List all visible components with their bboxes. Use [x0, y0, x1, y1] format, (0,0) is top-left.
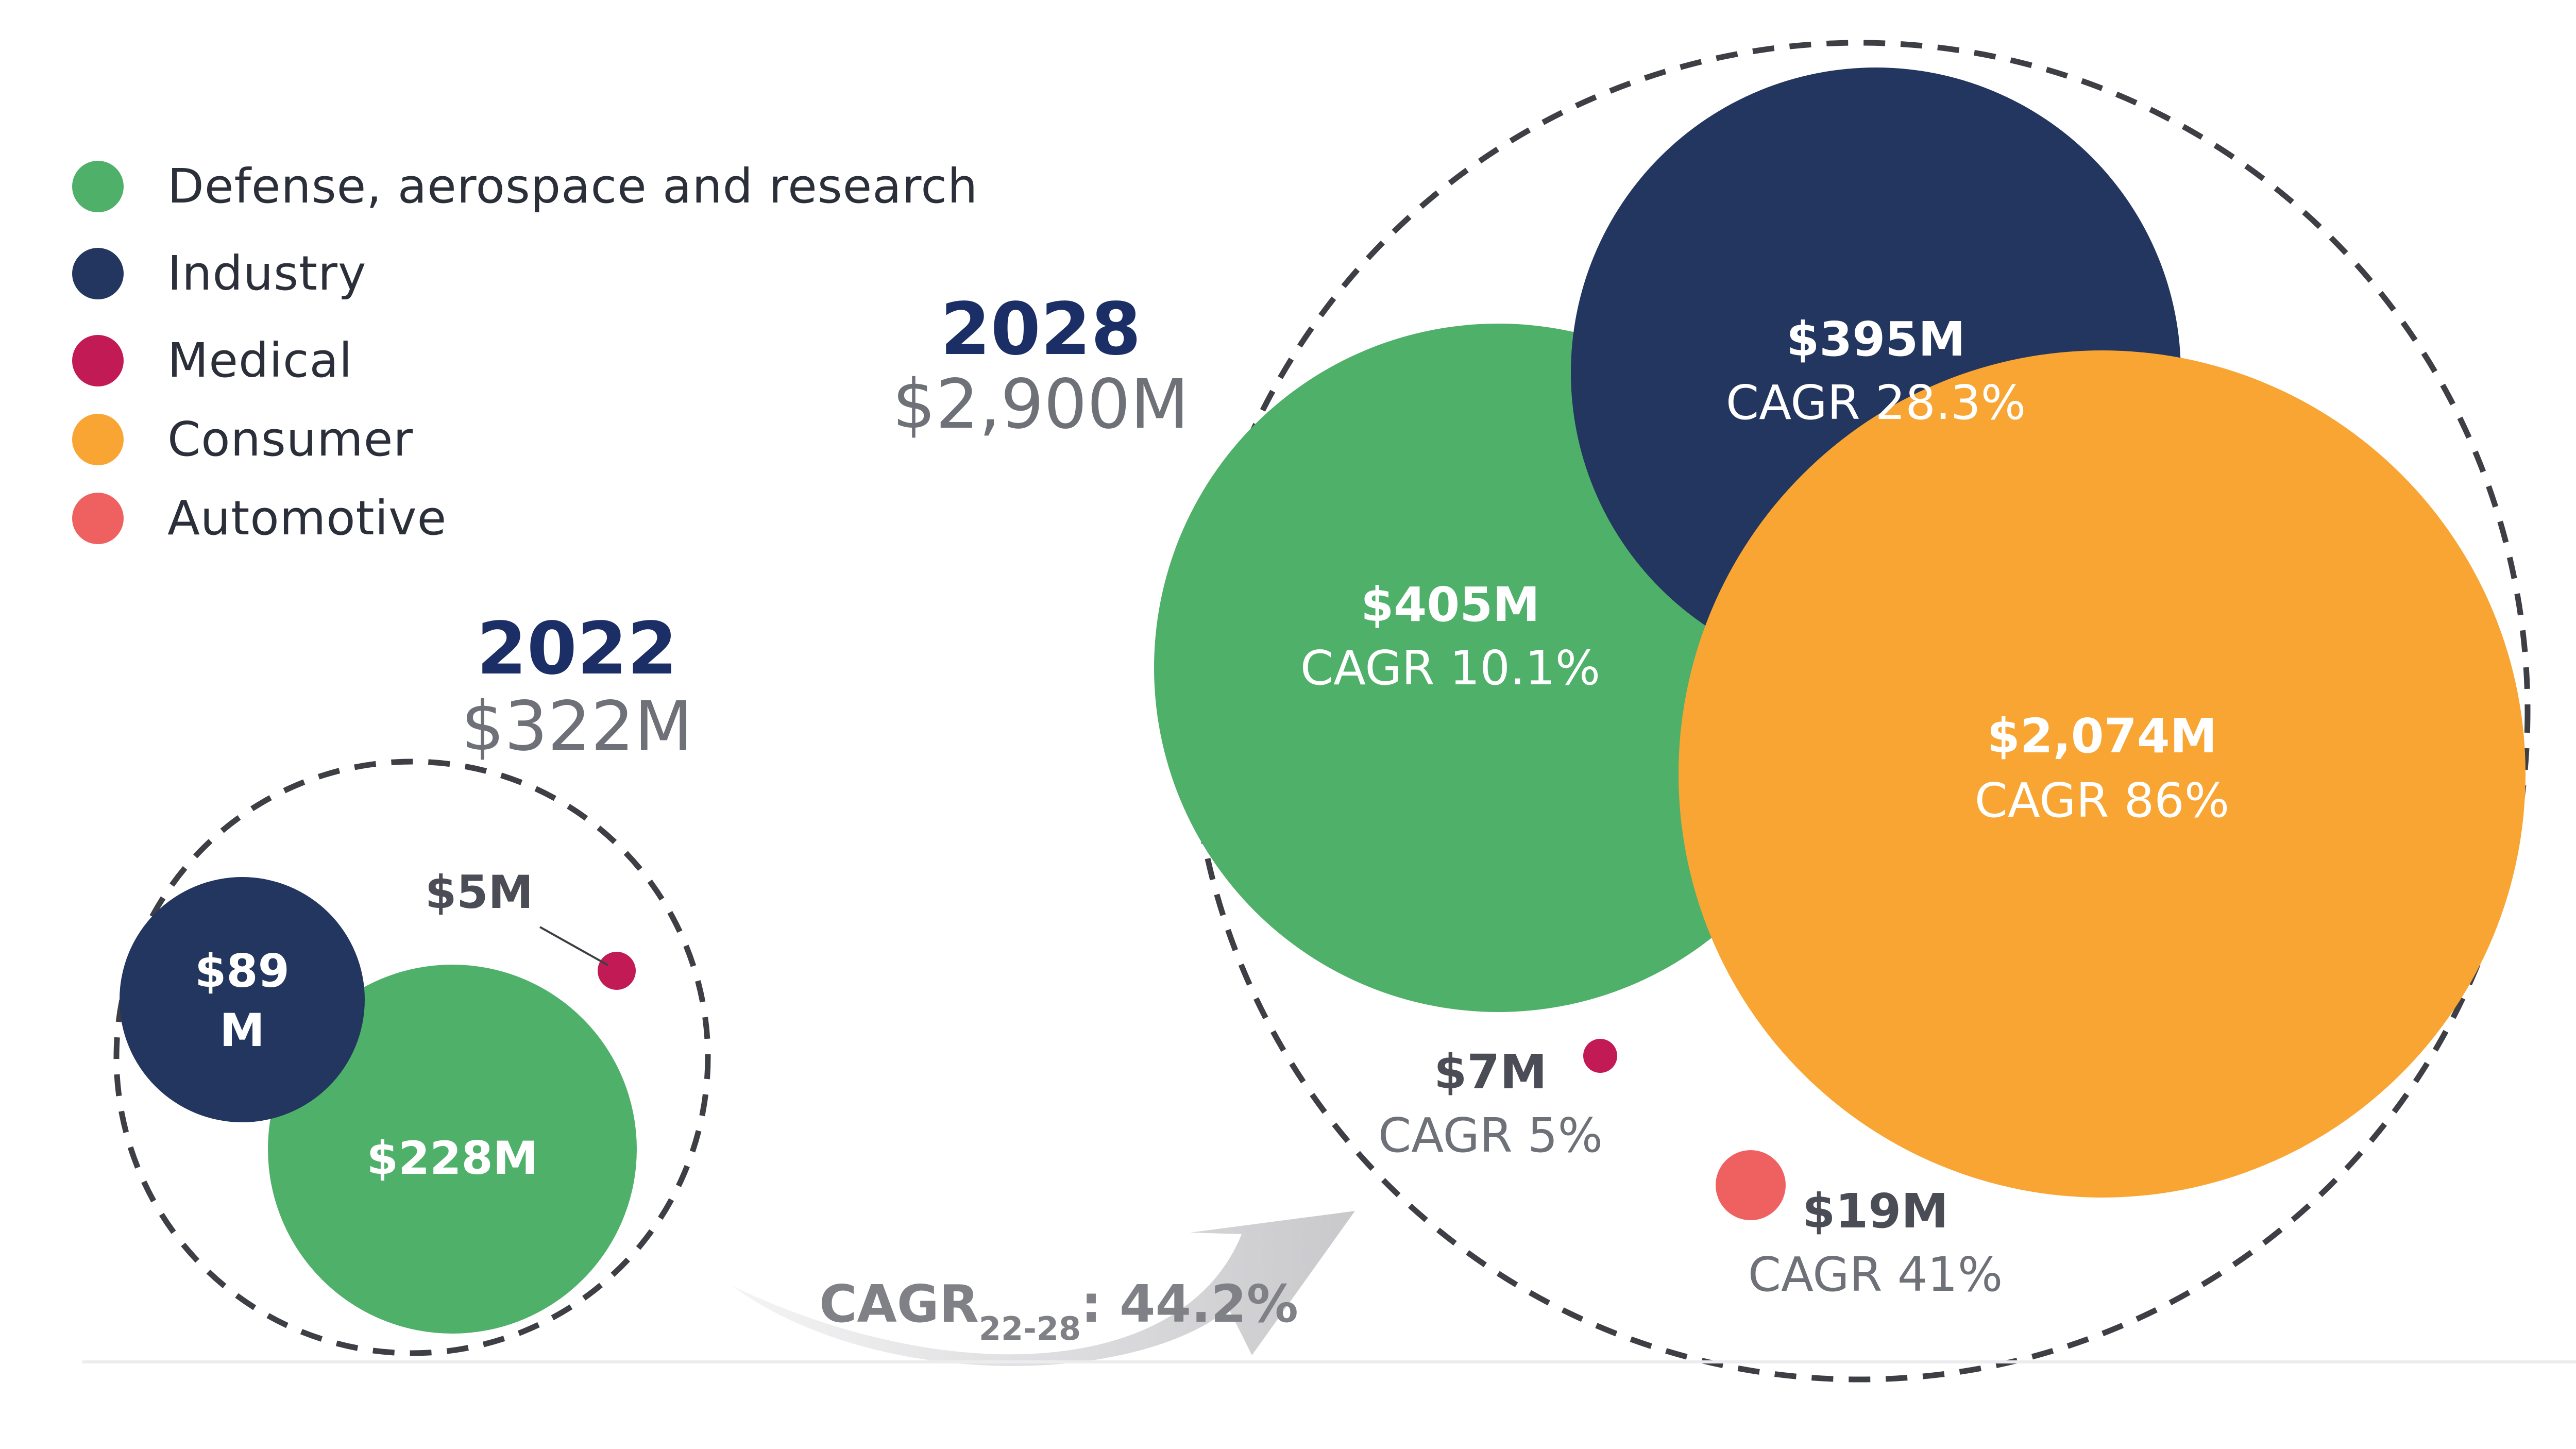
legend-swatch-defense [72, 161, 124, 212]
legend-swatch-industry [72, 248, 124, 299]
legend-label-medical: Medical [167, 333, 353, 388]
value-label-2028-defense-aerospace-and-research: $405M [1361, 577, 1540, 632]
value-label-2022-defense-aerospace-and-research-0: $228M [367, 1132, 538, 1185]
cagr-label-2028-automotive: CAGR 41% [1748, 1247, 2003, 1302]
cagr-label-2028-consumer: CAGR 86% [1975, 773, 2230, 828]
value-label-2028-industry: $395M [1786, 312, 1965, 367]
value-label-2028-automotive: $19M [1802, 1184, 1948, 1239]
legend-label-consumer: Consumer [167, 412, 414, 467]
bubble-2022-industry [120, 877, 365, 1122]
outline-2028 [1188, 40, 2531, 1383]
growth-arrow-icon [732, 1211, 1355, 1366]
baseline-divider [82, 1360, 2576, 1363]
year-2028-heading: 2028 [940, 288, 1141, 372]
value-label-2022-industry-1: M [219, 1004, 265, 1057]
bubble-2028-automotive [1716, 1150, 1786, 1220]
bubble-2022-defense-aerospace-and-research [268, 965, 637, 1334]
legend-swatch-automotive [72, 493, 124, 544]
cagr-label-2028-defense-aerospace-and-research: CAGR 10.1% [1300, 641, 1600, 696]
growth-cagr-label: CAGR22-28: 44.2% [819, 1274, 1298, 1347]
bubble-2028-medical [1583, 1039, 1617, 1073]
total-2022: $322M [461, 687, 693, 766]
outline-2022 [113, 759, 711, 1356]
year-2022-heading: 2022 [477, 607, 677, 691]
value-label-2028-medical: $7M [1434, 1044, 1547, 1100]
bubble-2028-consumer [1679, 350, 2526, 1198]
legend-label-automotive: Automotive [167, 491, 447, 546]
legend-swatch-medical [72, 335, 124, 386]
value-label-2022-industry-0: $89 [195, 945, 290, 998]
total-2028: $2,900M [892, 365, 1189, 444]
bubble-2022-medical [598, 952, 636, 990]
legend-label-defense: Defense, aerospace and research [167, 159, 978, 214]
legend-label-industry: Industry [167, 246, 367, 301]
cagr-label-2028-medical: CAGR 5% [1378, 1108, 1603, 1163]
value-label-2028-consumer: $2,074M [1987, 709, 2217, 764]
legend-swatch-consumer [72, 414, 124, 465]
cagr-label-2028-industry: CAGR 28.3% [1726, 375, 2026, 430]
leader-line-2022-medical [539, 926, 608, 966]
value-label-2022-medical-0: $5M [425, 866, 533, 919]
